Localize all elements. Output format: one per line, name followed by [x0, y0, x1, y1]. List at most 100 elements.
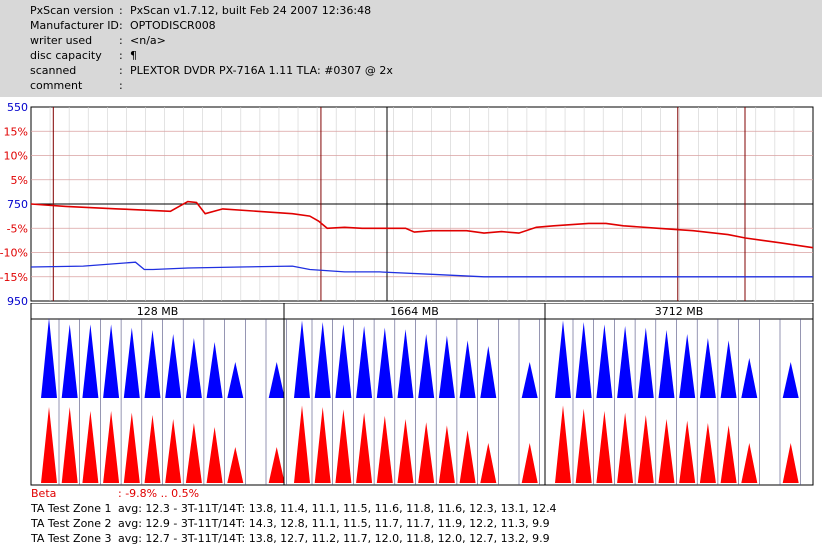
ta-bottom-peak — [314, 407, 331, 483]
ta-bottom-peak — [41, 407, 57, 483]
ta-top-peak — [165, 334, 182, 398]
header-colon: : — [119, 64, 123, 77]
ta-bottom-peak — [480, 443, 497, 483]
header-label: scanned — [30, 64, 77, 77]
header-value: PxScan v1.7.12, built Feb 24 2007 12:36:… — [130, 4, 372, 17]
header-colon: : — [119, 34, 123, 47]
ta-bottom-peak — [521, 443, 538, 483]
ta-bottom-peak — [658, 419, 675, 483]
ta-top-peak — [61, 324, 78, 398]
ta-bottom-peak — [617, 412, 634, 483]
ta-zone-label: TA Test Zone 1 — [31, 502, 112, 515]
ta-test-zone-chart: 128 MB 1664 MB 3712 MB — [30, 303, 814, 486]
header-colon: : — [119, 49, 123, 62]
ta-top-peak — [41, 318, 57, 398]
ta-top-peak — [438, 335, 455, 398]
ta-top-peak — [575, 322, 592, 398]
ta-top-peak — [521, 362, 538, 398]
ta-top-peak — [268, 362, 285, 398]
ta-top-peak — [227, 362, 244, 398]
ta-bottom-peak — [335, 409, 352, 483]
ta-zone-label: TA Test Zone 2 — [31, 517, 112, 530]
ta-top-peak — [103, 324, 120, 398]
ta-bottom-peak — [720, 425, 737, 483]
ta-zone-row: TA Test Zone 1 avg: 12.3 - 3T-11T/14T: 1… — [31, 501, 557, 516]
ta-top-peak — [185, 338, 202, 398]
y-tick-label: -5% — [7, 222, 28, 235]
ta-top-peak — [397, 329, 414, 398]
ta-bottom-peak — [61, 407, 78, 483]
ta-top-peak — [123, 327, 140, 398]
ta-zone-value: avg: 12.7 - 3T-11T/14T: 13.8, 12.7, 11.2… — [118, 532, 550, 545]
ta-top-peak — [376, 327, 393, 398]
ta-zone-value: avg: 12.3 - 3T-11T/14T: 13.8, 11.4, 11.1… — [118, 502, 557, 515]
ta-top-peak — [555, 320, 571, 398]
header-colon: : — [119, 79, 123, 92]
ta-section-label: 1664 MB — [390, 305, 439, 318]
y-tick-label: 750 — [7, 198, 28, 211]
ta-bottom-peak — [103, 411, 120, 483]
ta-top-peak — [335, 324, 352, 398]
ta-top-peak — [679, 334, 696, 398]
ta-top-peak — [782, 362, 799, 398]
ta-bottom-peak — [185, 423, 202, 483]
ta-zone-row: TA Test Zone 2 avg: 12.9 - 3T-11T/14T: 1… — [31, 516, 550, 531]
ta-top-peak — [480, 346, 497, 398]
ta-top-peak — [356, 326, 373, 398]
ta-bottom-peak — [397, 419, 414, 483]
ta-bottom-peak — [596, 411, 613, 483]
jitter-beta-chart: 550 15% 10% 5% 750 -5% -10% -15% 950 — [0, 101, 814, 305]
ta-bottom-peak — [268, 447, 285, 483]
y-tick-label: 550 — [7, 101, 28, 114]
ta-top-peak — [658, 330, 675, 398]
ta-top-peak — [82, 324, 99, 398]
y-tick-label: 10% — [4, 150, 28, 163]
ta-top-peak — [418, 334, 435, 398]
ta-top-peak — [144, 330, 161, 398]
ta-bottom-peak — [123, 412, 140, 483]
ta-top-peak — [459, 340, 476, 398]
ta-top-peak — [294, 320, 310, 398]
header-label: disc capacity — [30, 49, 102, 62]
ta-bottom-peak — [575, 408, 592, 483]
y-tick-label: 950 — [7, 295, 28, 305]
y-tick-label: -10% — [0, 247, 28, 260]
jitter-series-line — [30, 200, 814, 249]
y-tick-label: 15% — [4, 125, 28, 138]
ta-bottom-peak — [459, 430, 476, 483]
ta-bottom-peak — [294, 405, 310, 483]
ta-bottom-peak — [144, 415, 161, 483]
ta-bottom-peak — [227, 447, 244, 483]
ta-bottom-peak — [679, 420, 696, 483]
ta-top-peak — [637, 327, 654, 398]
beta-series-line — [30, 261, 813, 278]
ta-section-label: 3712 MB — [655, 305, 704, 318]
scan-info-header: PxScan version : PxScan v1.7.12, built F… — [0, 0, 822, 97]
header-colon: : — [119, 4, 123, 17]
ta-bottom-peak — [376, 415, 393, 483]
header-value: <n/a> — [130, 34, 166, 47]
ta-bottom-peak — [356, 412, 373, 483]
header-value: PLEXTOR DVDR PX-716A 1.11 TLA: #0307 @ 2… — [130, 64, 393, 77]
ta-bottom-peak — [782, 443, 799, 483]
ta-zone-label: TA Test Zone 3 — [31, 532, 112, 545]
ta-top-peak — [741, 358, 758, 398]
header-label: writer used — [30, 34, 93, 47]
y-tick-label: -15% — [0, 271, 28, 284]
ta-top-peak — [596, 324, 613, 398]
ta-bottom-peak — [206, 427, 223, 483]
y-tick-label: 5% — [11, 174, 28, 187]
ta-bottom-peak — [637, 415, 654, 483]
ta-top-peak — [720, 340, 737, 398]
header-label: comment — [30, 79, 83, 92]
ta-bottom-peak — [741, 443, 758, 483]
ta-bottom-peak — [418, 422, 435, 483]
ta-section-label: 128 MB — [137, 305, 179, 318]
header-value: OPTODISCR008 — [130, 19, 216, 32]
beta-label: Beta — [31, 487, 57, 500]
ta-top-peak — [314, 322, 331, 398]
header-colon: : — [119, 19, 123, 32]
ta-bottom-peak — [82, 411, 99, 483]
ta-bottom-peak — [555, 405, 571, 483]
ta-bottom-peak — [165, 419, 182, 483]
